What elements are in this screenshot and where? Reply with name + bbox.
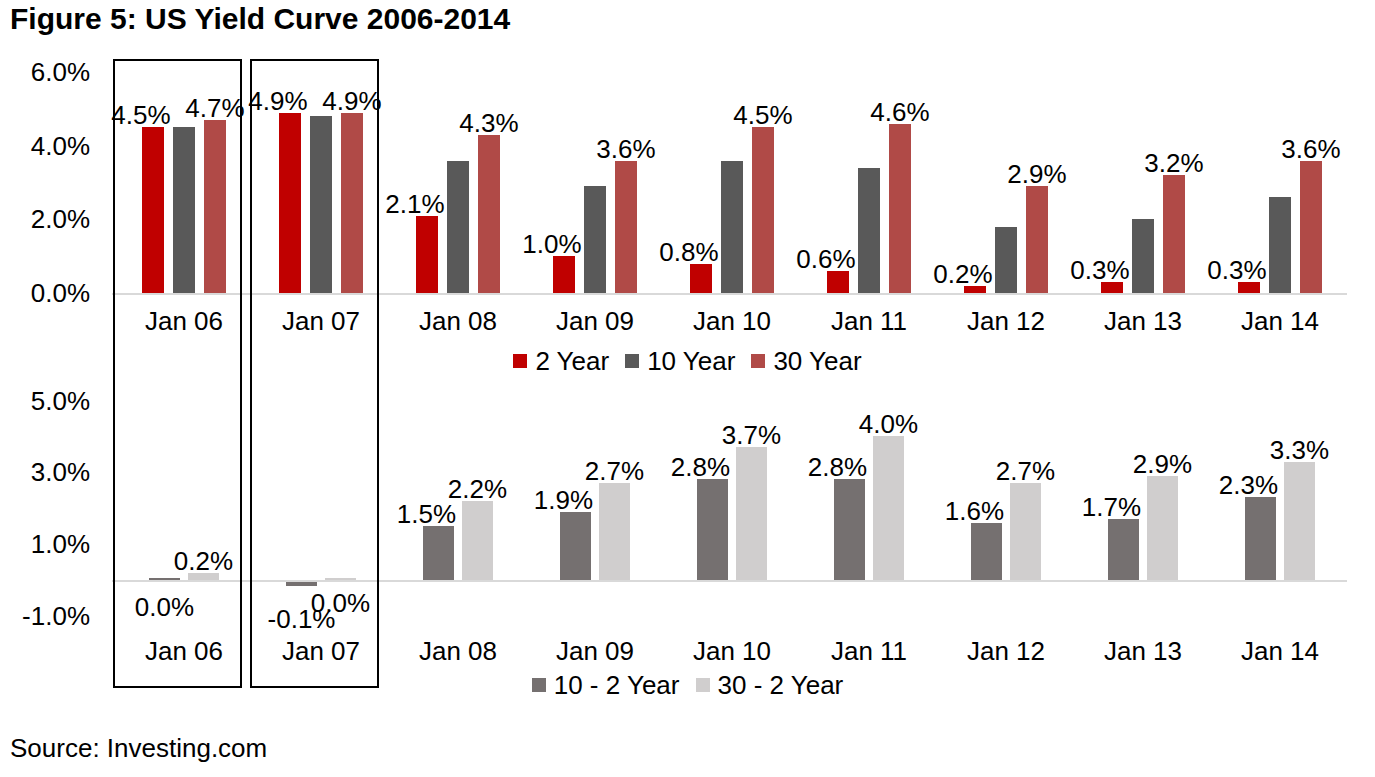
highlight-box-jan-06: [113, 59, 242, 688]
figure-5-us-yield-curve: Figure 5: US Yield Curve 2006-2014 6.0%4…: [0, 0, 1375, 777]
highlight-boxes: [0, 0, 1375, 777]
highlight-box-jan-07: [250, 59, 379, 688]
source-note: Source: Investing.com: [10, 733, 267, 763]
